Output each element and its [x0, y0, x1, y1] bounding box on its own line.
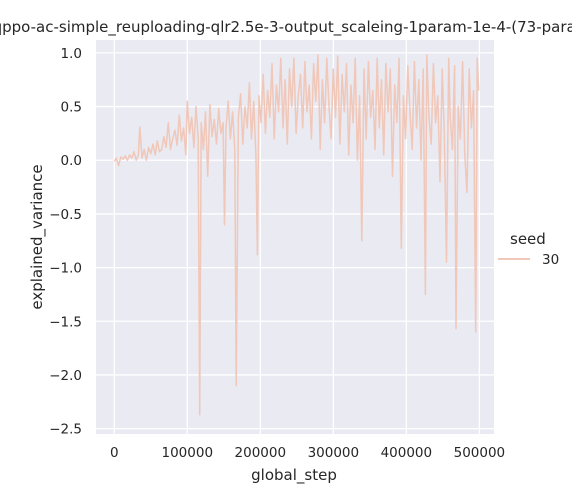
y-axis-label: explained_variance [28, 164, 47, 309]
chart-title: CP-qppo-ac-simple_reuploading-qlr2.5e-3-… [0, 18, 572, 37]
legend: seed 30 [498, 230, 559, 268]
x-tick-label: 300000 [308, 445, 360, 461]
x-tick-label: 500000 [454, 445, 506, 461]
x-tick-label: 400000 [381, 445, 433, 461]
y-tick-label: −1.0 [49, 261, 82, 277]
y-tick-label: 0.0 [61, 153, 82, 169]
x-tick-label: 100000 [162, 445, 214, 461]
series-line-30 [113, 54, 480, 416]
x-tick-labels: 0 100000 200000 300000 400000 500000 [110, 445, 505, 461]
x-tick-label: 200000 [235, 445, 287, 461]
series-layer [113, 54, 480, 416]
y-tick-label: 1.0 [61, 46, 82, 62]
x-axis-label: global_step [251, 466, 337, 485]
y-gridlines [96, 52, 494, 430]
y-tick-labels: 1.0 0.5 0.0 −0.5 −1.0 −1.5 −2.0 −2.5 [49, 46, 82, 438]
legend-title: seed [510, 230, 546, 248]
y-tick-label: −2.0 [49, 368, 82, 384]
y-tick-label: −2.5 [49, 422, 82, 438]
y-tick-label: −0.5 [49, 207, 82, 223]
y-tick-label: 0.5 [61, 100, 82, 116]
legend-label: 30 [542, 252, 559, 268]
x-tick-label: 0 [110, 445, 119, 461]
y-tick-label: −1.5 [49, 314, 82, 330]
